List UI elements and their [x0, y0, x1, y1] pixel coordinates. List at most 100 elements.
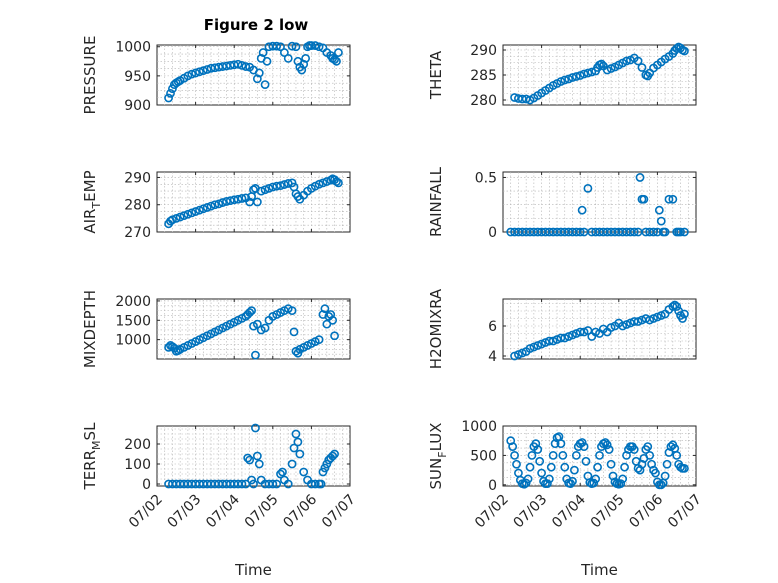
data-point: [166, 88, 175, 98]
data-point: [310, 479, 320, 489]
data-point: [260, 80, 270, 90]
data-point: [571, 451, 581, 460]
data-point: [301, 53, 311, 63]
data-point: [508, 442, 518, 451]
y-tick-label: 0: [488, 225, 497, 241]
y-tick-label: 100: [124, 457, 151, 473]
data-point: [191, 68, 200, 78]
data-point: [276, 42, 285, 52]
data-point: [680, 463, 689, 473]
data-point: [622, 56, 631, 66]
data-point: [660, 227, 670, 237]
data-point: [591, 474, 601, 484]
data-point: [330, 55, 339, 64]
data-point: [276, 181, 285, 191]
y-tick-label: 1000: [115, 40, 151, 56]
y-tick-label: 200: [124, 437, 151, 453]
data-point: [293, 437, 303, 447]
data-point: [258, 48, 268, 57]
y-tick-label: 500: [470, 448, 497, 464]
data-point: [568, 73, 577, 82]
y-tick-label: 280: [124, 198, 151, 214]
y-axis-label-main: AIR: [81, 209, 99, 234]
data-point: [600, 438, 610, 447]
data-point: [251, 423, 260, 433]
data-point: [245, 455, 255, 465]
data-point: [237, 194, 247, 203]
plot-area: [156, 44, 351, 106]
y-tick-label: 4: [488, 349, 497, 365]
x-axis-label: Time: [234, 561, 272, 579]
data-point: [198, 204, 208, 214]
data-point: [668, 194, 678, 204]
data-point: [556, 439, 566, 449]
data-point: [651, 468, 660, 478]
data-point: [289, 443, 299, 453]
y-tick-label: 270: [124, 225, 151, 241]
data-point: [577, 205, 587, 215]
data-point: [639, 194, 649, 204]
y-axis-label-rest: LUX: [427, 423, 445, 452]
y-axis-label: THETA: [427, 50, 445, 100]
data-point: [214, 199, 224, 209]
chart-panel-3: 0 0.5 RAINFALL: [427, 166, 697, 241]
data-point: [243, 453, 253, 463]
y-tick-label: 1500: [115, 313, 151, 329]
data-point: [332, 177, 341, 186]
data-point: [195, 67, 204, 77]
data-point: [645, 451, 655, 460]
data-point: [252, 197, 262, 207]
data-point: [570, 465, 579, 475]
data-point: [535, 456, 545, 466]
chart-panel-5: 4 6 H2OMIXRA: [427, 288, 697, 369]
y-axis-label: TERRMSL: [81, 422, 103, 491]
y-axis-label-main: MIXDEPTH: [81, 290, 99, 368]
data-point: [597, 59, 606, 69]
data-point: [202, 65, 212, 74]
y-axis-label-subscript: T: [90, 202, 103, 210]
data-point: [577, 438, 587, 447]
data-point: [680, 227, 689, 237]
data-point: [635, 173, 645, 182]
data-point: [546, 462, 556, 472]
data-point: [676, 227, 685, 237]
data-point: [276, 469, 285, 479]
data-point: [318, 178, 328, 188]
y-axis-label-subscript: M: [90, 440, 103, 450]
data-point: [314, 335, 324, 345]
data-point: [247, 306, 256, 316]
x-tick-label: 07/05: [242, 492, 282, 532]
data-point: [672, 44, 682, 53]
data-point: [326, 310, 336, 319]
data-point: [297, 65, 307, 75]
data-point: [629, 445, 639, 454]
data-point: [604, 445, 614, 454]
data-point: [656, 216, 666, 226]
y-axis-label-main: SUN: [427, 458, 445, 490]
data-point: [544, 474, 554, 484]
y-axis-label-main: RAINFALL: [427, 166, 445, 237]
y-tick-label: 285: [470, 68, 497, 84]
data-point: [560, 75, 570, 85]
data-point: [680, 309, 689, 319]
data-point: [241, 62, 251, 71]
data-point: [320, 304, 330, 314]
x-tick-label: 07/04: [549, 491, 589, 531]
data-point: [654, 205, 664, 215]
data-point: [272, 181, 282, 191]
data-point: [289, 327, 299, 337]
data-point: [643, 442, 653, 451]
data-point: [218, 198, 228, 207]
y-axis-label: PRESSURE: [81, 36, 99, 115]
data-point: [521, 478, 531, 488]
x-tick-label: 07/07: [665, 492, 705, 532]
data-point: [672, 302, 682, 311]
data-point: [164, 93, 173, 103]
data-point: [237, 479, 247, 489]
data-point: [656, 480, 666, 490]
plot-area: [156, 171, 351, 233]
data-point: [222, 197, 231, 206]
chart-panel-4: 1000 1500 2000 MIXDEPTH: [81, 290, 351, 368]
data-point: [548, 451, 558, 460]
data-point: [245, 308, 255, 317]
